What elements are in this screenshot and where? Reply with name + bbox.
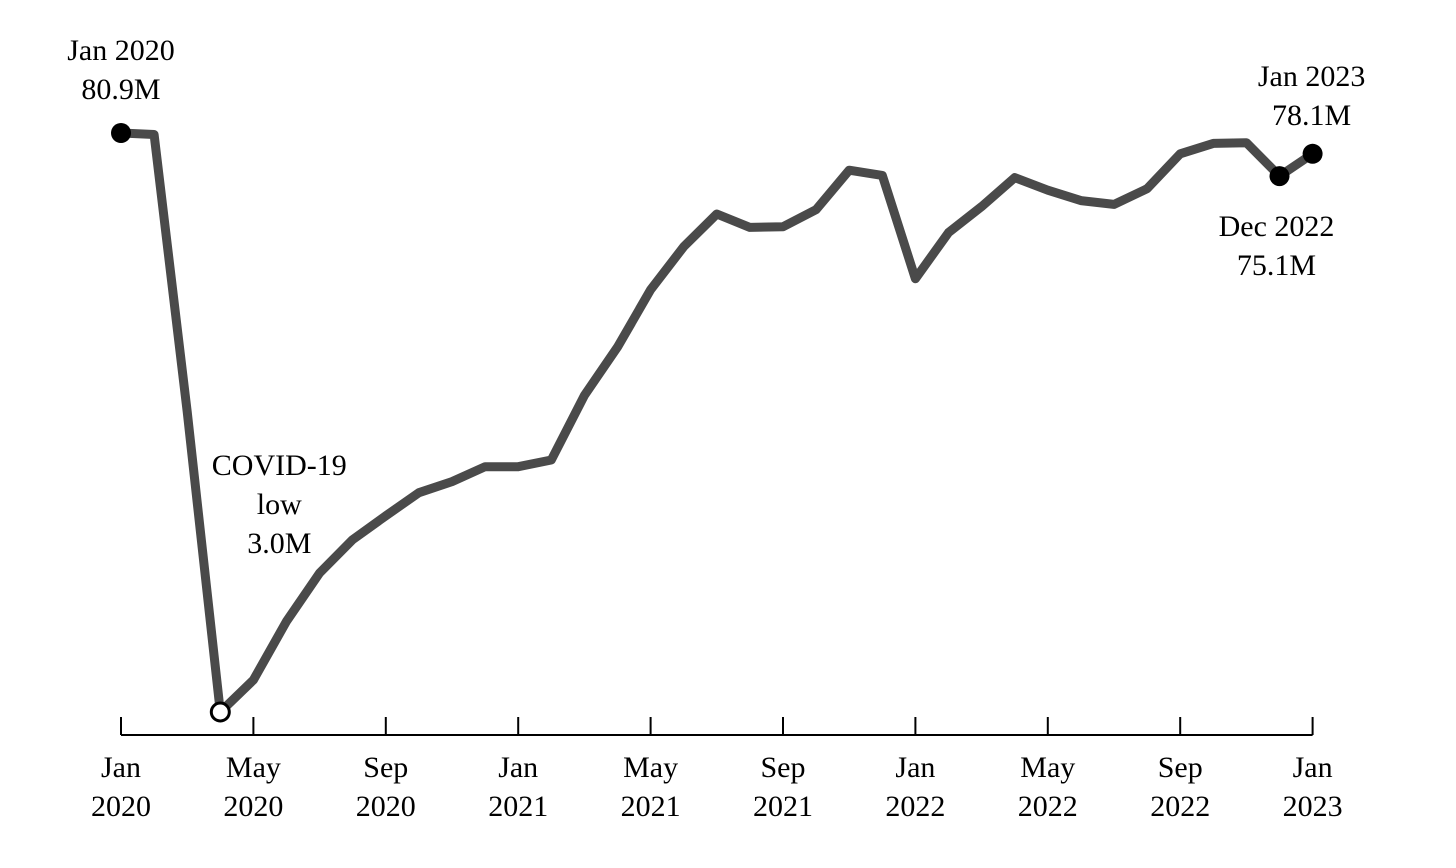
data-point [416, 490, 422, 496]
x-tick-label-month: May [226, 751, 281, 784]
annotation-label: Dec 2022 [1219, 210, 1335, 243]
annotation-layer: Jan 2020 80.9M COVID-19 low 3.0M Dec 2022 75.1… [67, 34, 1365, 560]
series-layer [116, 128, 1318, 717]
x-tick-label-month: Sep [761, 751, 806, 784]
data-point [813, 207, 819, 213]
annotation-label: COVID-19 [212, 449, 347, 482]
x-tick-label-year: 2020 [356, 790, 416, 823]
data-point [515, 464, 521, 470]
x-tick-label-month: Jan [895, 751, 935, 784]
data-point [250, 677, 256, 683]
highlight-point-marker [111, 123, 131, 143]
annotation-label: Jan 2023 [1258, 60, 1366, 93]
data-point [482, 464, 488, 470]
data-point [946, 230, 952, 236]
x-tick-label-year: 2022 [1018, 790, 1078, 823]
data-point [449, 479, 455, 485]
data-point [747, 224, 753, 230]
x-tick-label-year: 2020 [223, 790, 283, 823]
series-line [116, 128, 1318, 717]
data-point [780, 224, 786, 230]
x-tick-label-year: 2022 [885, 790, 945, 823]
data-point [912, 276, 918, 282]
data-point [846, 167, 852, 173]
x-tick-label-month: Jan [101, 751, 141, 784]
data-point [648, 287, 654, 293]
data-point [350, 537, 356, 543]
annotation-label: Jan 2020 [67, 34, 175, 67]
x-tick-label-year: 2020 [91, 790, 151, 823]
data-point [548, 457, 554, 463]
data-point [1243, 140, 1249, 146]
x-axis: Jan 2020 May 2020 Sep 2020 Jan 2021 May 2021 Sep 20… [91, 717, 1343, 823]
annotation-label: 80.9M [81, 73, 160, 106]
data-point [615, 344, 621, 350]
data-point [1144, 186, 1150, 192]
data-point [681, 244, 687, 250]
annotation-label: 75.1M [1237, 249, 1316, 282]
annotation-label: 3.0M [247, 527, 311, 560]
annotation-label: low [257, 488, 302, 521]
data-point [979, 204, 985, 210]
annotation-label: 78.1M [1272, 99, 1351, 132]
data-point [1012, 175, 1018, 181]
data-point [879, 172, 885, 178]
x-tick-label-year: 2023 [1283, 790, 1343, 823]
data-point [284, 618, 290, 624]
data-point [1210, 140, 1216, 146]
marker-layer [111, 123, 1323, 723]
x-tick-label-year: 2021 [753, 790, 813, 823]
x-tick-label-month: Sep [363, 751, 408, 784]
data-point [1177, 151, 1183, 157]
data-point [581, 392, 587, 398]
data-point [151, 131, 157, 137]
data-point [184, 409, 190, 415]
x-tick-label-month: Jan [498, 751, 538, 784]
x-tick-label-month: May [1020, 751, 1075, 784]
data-point [714, 211, 720, 217]
low-point-marker [209, 701, 231, 723]
data-point [383, 513, 389, 519]
highlight-point-marker [1302, 143, 1323, 164]
x-tick-label-year: 2021 [621, 790, 681, 823]
highlight-point-marker [1269, 166, 1290, 187]
data-point [1111, 201, 1117, 207]
data-point [317, 570, 323, 576]
x-tick-label-year: 2021 [488, 790, 548, 823]
x-tick-label-year: 2022 [1150, 790, 1210, 823]
data-point [1045, 187, 1051, 193]
x-tick-label-month: Sep [1158, 751, 1203, 784]
x-tick-label-month: Jan [1293, 751, 1333, 784]
data-point [1078, 198, 1084, 204]
x-tick-label-month: May [623, 751, 678, 784]
